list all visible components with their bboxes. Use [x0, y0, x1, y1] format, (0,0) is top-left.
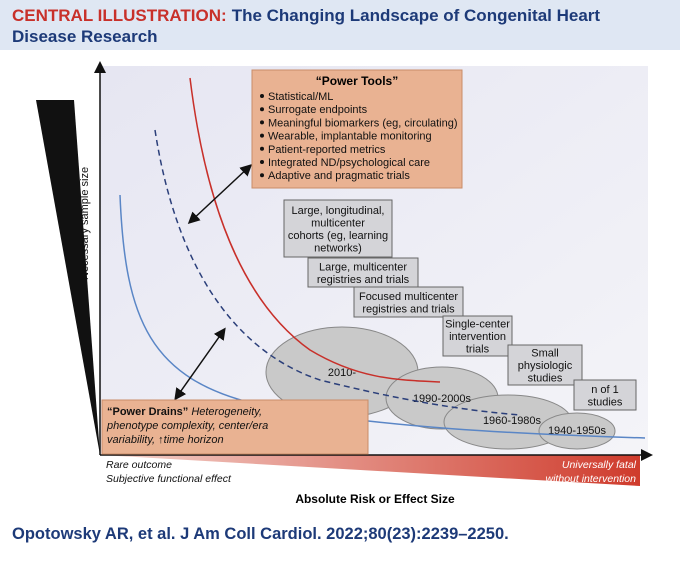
scale-left: Subjective functional effect: [106, 473, 232, 485]
bullet: [260, 94, 264, 98]
power-tools-box: [251, 69, 463, 189]
power-tools-title: “Power Tools”: [316, 74, 398, 88]
era-label: 1960-1980s: [483, 415, 542, 427]
bullet: [260, 120, 264, 125]
study-text: registries and trials: [362, 303, 455, 315]
x-axis-label: Absolute Risk or Effect Size: [295, 492, 455, 506]
scale-right: without intervention: [546, 473, 637, 485]
study-box: [283, 199, 393, 258]
study-text: Single-center: [445, 319, 510, 331]
citation: Opotowsky AR, et al. J Am Coll Cardiol. …: [12, 525, 509, 543]
study-box: [353, 286, 464, 318]
bullet: [260, 173, 264, 178]
header: CENTRAL ILLUSTRATION: The Changing Landsc…: [12, 6, 600, 25]
power-drains-line: “Power Drains” Heterogeneity,: [107, 406, 262, 418]
header-title: Disease Research: [12, 27, 158, 46]
study-box: [442, 315, 513, 357]
study-text: trials: [466, 344, 490, 356]
tools-arrow: [187, 163, 253, 225]
study-text: networks): [314, 242, 362, 254]
study-text: multicenter: [311, 217, 365, 229]
power-drains-text: phenotype complexity, center/era: [106, 420, 268, 432]
study-box: [507, 344, 583, 386]
era-label: 1940-1950s: [548, 425, 607, 437]
header-band: [0, 0, 680, 50]
power-tools-item: Meaningful biomarkers (eg, circulating): [268, 117, 458, 129]
study-text: cohorts (eg, learning: [288, 230, 388, 242]
era-label: 2010-: [328, 367, 356, 379]
study-box: [307, 257, 419, 288]
power-tools-item: Adaptive and pragmatic trials: [268, 170, 410, 182]
bullet: [260, 107, 264, 112]
bullet: [260, 160, 264, 164]
bullet: [260, 146, 264, 151]
study-text: studies: [588, 396, 623, 408]
power-drains-title: “Power Drains”: [107, 406, 188, 418]
drains-arrow: [174, 327, 226, 401]
era-label: 1990-2000s: [413, 393, 472, 405]
power-drains-text: variability, ↑time horizon: [107, 434, 224, 446]
study-text: n of 1: [591, 384, 619, 396]
power-drains-text: Heterogeneity,: [191, 406, 262, 418]
scale-left: Rare outcome: [106, 459, 172, 471]
power-tools-item: Statistical/ML: [268, 91, 333, 103]
header-label: CENTRAL ILLUSTRATION:: [12, 6, 227, 25]
bullet: [260, 133, 264, 138]
risk-wedge: [100, 455, 640, 486]
study-box: [573, 379, 637, 411]
dashed-curve: [154, 129, 521, 416]
power-tools-item: Integrated ND/psychological care: [268, 157, 430, 169]
study-text: Small: [531, 348, 559, 360]
study-text: registries and trials: [317, 274, 410, 286]
study-text: Focused multicenter: [359, 291, 458, 303]
scale-right: Universally fatal: [562, 459, 637, 471]
power-tools-item: Surrogate endpoints: [268, 104, 368, 116]
era-ellipse: [538, 412, 616, 450]
header-title: The Changing Landscape of Congenital Hea…: [232, 6, 601, 25]
y-axis-label: Necessary sample size: [79, 167, 91, 280]
study-text: intervention: [449, 331, 506, 343]
power-drains-box: [101, 399, 369, 455]
sample-size-wedge: [36, 100, 100, 455]
study-text: physiologic: [518, 360, 573, 372]
power-tools-item: Wearable, implantable monitoring: [268, 131, 432, 143]
study-text: studies: [528, 373, 563, 385]
study-text: Large, multicenter: [319, 261, 407, 273]
power-tools-item: Patient-reported metrics: [268, 144, 386, 156]
study-text: Large, longitudinal,: [292, 205, 385, 217]
